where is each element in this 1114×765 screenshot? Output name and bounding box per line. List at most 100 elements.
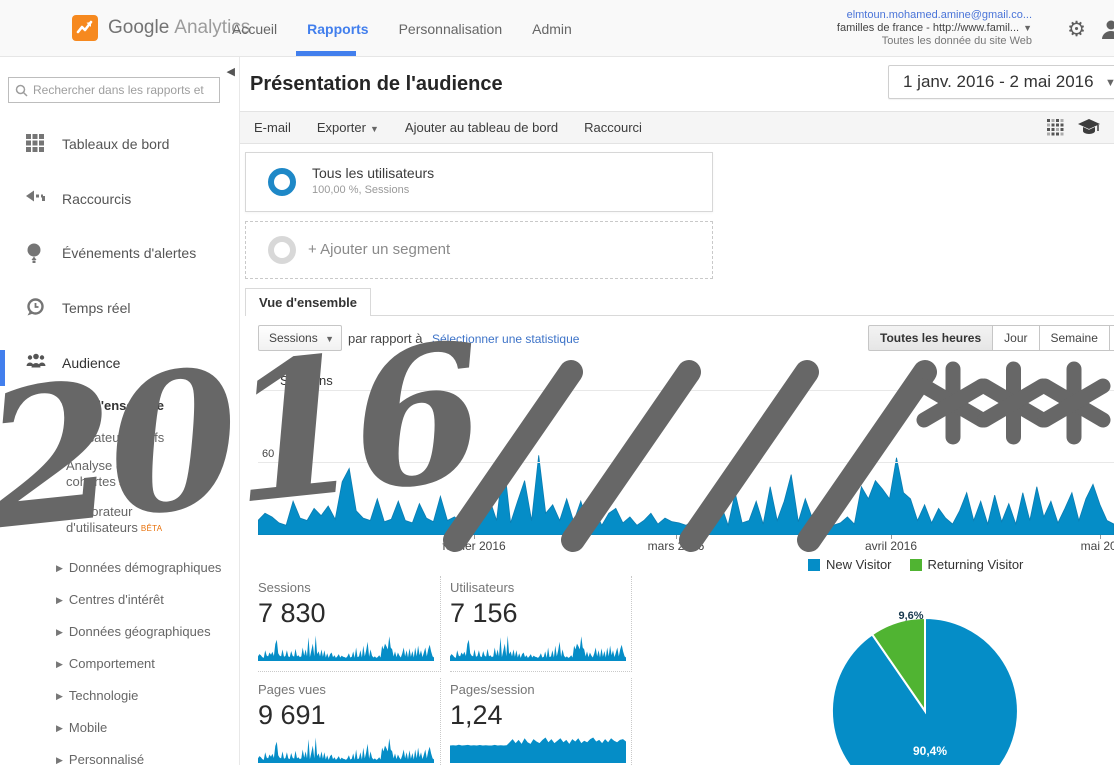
- nav-admin[interactable]: Admin: [532, 20, 572, 37]
- axis-tick: [1100, 535, 1101, 539]
- sidebar-collapse-icon[interactable]: ◀: [226, 66, 235, 78]
- search-icon: [15, 84, 28, 97]
- nav-rapports[interactable]: Rapports: [307, 20, 369, 37]
- nav-accueil[interactable]: Accueil: [232, 20, 278, 37]
- sidebar-item-label: Tableaux de bord: [62, 136, 170, 152]
- metric-value: 9 691: [258, 700, 326, 730]
- segment-all-users[interactable]: Tous les utilisateurs 100,00 %, Sessions: [245, 152, 713, 212]
- metric-label: Utilisateurs: [450, 580, 515, 595]
- sidebar-child-vue-densemble[interactable]: Vue d'ensemble: [66, 398, 164, 413]
- pie-label-returning: 9,6%: [898, 610, 924, 622]
- metric-card-pages-session[interactable]: Pages/session 1,24: [450, 678, 632, 765]
- report-sidebar: ◀ Tableaux de bord Raccourcis Événements…: [0, 57, 240, 765]
- sidebar-child-analyse-cohortes[interactable]: Analyse de cohortes BÊTA: [66, 458, 141, 489]
- tab-vue-densemble[interactable]: Vue d'ensemble: [245, 288, 371, 316]
- sidebar-item-label: Événements d'alertes: [62, 245, 197, 261]
- date-range-selector[interactable]: 1 janv. 2016 - 2 mai 2016 ▼: [888, 65, 1114, 99]
- account-switcher[interactable]: elmtoun.mohamed.amine@gmail.co... famill…: [837, 9, 1032, 48]
- sidebar-child-utilisateurs-actifs[interactable]: Utilisateurs actifs: [66, 430, 165, 445]
- sidebar-item-evenements-alertes[interactable]: Événements d'alertes: [0, 242, 240, 268]
- sparkline-pages-session: [450, 737, 626, 763]
- expand-triangle-icon: ▶: [56, 595, 63, 605]
- expand-triangle-icon: ▶: [56, 563, 63, 573]
- metric-value: 7 156: [450, 598, 518, 628]
- sidebar-exp-personnalise[interactable]: ▶ Personnalisé: [56, 752, 145, 765]
- sidebar-item-label: Raccourcis: [62, 191, 132, 207]
- shortcut-button[interactable]: Raccourci: [584, 120, 642, 135]
- sidebar-item-tableaux-de-bord[interactable]: Tableaux de bord: [0, 133, 240, 159]
- settings-gear-icon[interactable]: ⚙: [1067, 18, 1086, 41]
- expand-triangle-icon: ▶: [56, 691, 63, 701]
- x-axis-label-avril: avril 2016: [864, 539, 918, 553]
- expand-triangle-icon: ▶: [56, 627, 63, 637]
- chevron-down-icon: ▼: [1105, 77, 1114, 89]
- tab-divider: [245, 315, 1114, 316]
- segment-subtitle: 100,00 %, Sessions: [312, 184, 410, 196]
- sidebar-exp-donnees-geographiques[interactable]: ▶ Données géographiques: [56, 624, 211, 639]
- sidebar-exp-technologie[interactable]: ▶ Technologie: [56, 688, 139, 703]
- dashboard-grid-icon: [26, 134, 46, 154]
- add-segment-label: + Ajouter un segment: [308, 241, 451, 258]
- intelligence-cap-icon[interactable]: [1078, 119, 1100, 141]
- metric-select-dropdown[interactable]: Sessions ▼: [258, 325, 342, 351]
- y-axis-label: 60: [262, 448, 275, 460]
- chevron-down-icon: ▼: [369, 124, 379, 134]
- nav-personnalisation[interactable]: Personnalisation: [398, 20, 503, 37]
- add-segment-button[interactable]: + Ajouter un segment: [245, 221, 713, 279]
- export-button[interactable]: Exporter ▼: [316, 120, 379, 135]
- sidebar-exp-donnees-demographiques[interactable]: ▶ Données démographiques: [56, 560, 222, 575]
- sidebar-exp-mobile[interactable]: ▶ Mobile: [56, 720, 108, 735]
- gridline: [258, 462, 1114, 463]
- sidebar-exp-comportement[interactable]: ▶ Comportement: [56, 656, 155, 671]
- date-range-value: 1 janv. 2016 - 2 mai 2016: [903, 72, 1094, 91]
- shortcut-arrow-icon: [26, 189, 46, 209]
- page-title: Présentation de l'audience: [250, 73, 503, 95]
- gridline: [258, 390, 1114, 391]
- select-statistic-link[interactable]: Sélectionner une statistique: [432, 332, 580, 346]
- x-axis-label-mai: mai 201: [1080, 539, 1114, 553]
- metric-card-utilisateurs[interactable]: Utilisateurs 7 156: [450, 576, 632, 672]
- account-email: elmtoun.mohamed.amine@gmail.co...: [846, 9, 1032, 21]
- series-name: Sessions: [280, 373, 333, 388]
- sidebar-item-label: Temps réel: [62, 300, 131, 316]
- metric-value: 7 830: [258, 598, 326, 628]
- audience-people-icon: [26, 353, 46, 373]
- granularity-button-group: Toutes les heures Jour Semaine Mois: [868, 325, 1114, 351]
- pie-svg: [830, 616, 1019, 765]
- sidebar-item-raccourcis[interactable]: Raccourcis: [0, 188, 240, 214]
- user-avatar-icon[interactable]: [1100, 18, 1114, 40]
- active-section-indicator: [0, 350, 5, 386]
- segment-donut-icon: [268, 168, 296, 196]
- brand-google: Google: [108, 17, 170, 38]
- segment-grid-icon[interactable]: [1047, 119, 1064, 141]
- main-nav: Accueil Rapports Personnalisation Admin: [232, 0, 572, 57]
- granularity-toutes-les-heures[interactable]: Toutes les heures: [868, 325, 994, 351]
- x-axis-label-mars: mars 2016: [647, 539, 705, 553]
- expand-triangle-icon: ▶: [56, 755, 63, 765]
- granularity-semaine[interactable]: Semaine: [1039, 325, 1110, 351]
- sidebar-item-temps-reel[interactable]: Temps réel: [0, 297, 240, 323]
- google-analytics-logo[interactable]: Google Analytics: [72, 15, 250, 41]
- metric-cards: Sessions 7 830 Utilisateurs 7 156 Pages …: [258, 576, 641, 765]
- metric-card-sessions[interactable]: Sessions 7 830: [258, 576, 441, 672]
- add-to-dashboard-button[interactable]: Ajouter au tableau de bord: [404, 120, 559, 135]
- metric-label: Pages/session: [450, 682, 535, 697]
- email-button[interactable]: E-mail: [254, 120, 291, 135]
- compare-label: par rapport à: [348, 331, 423, 346]
- search-input[interactable]: [33, 83, 213, 97]
- metric-label: Sessions: [258, 580, 311, 595]
- granularity-mois[interactable]: Mois: [1109, 325, 1114, 351]
- sidebar-child-explorateur-utilisateurs[interactable]: Explorateur d'utilisateurs BÊTA: [66, 504, 163, 535]
- chevron-down-icon: ▼: [325, 334, 334, 344]
- legend-returning-visitor: Returning Visitor: [909, 557, 1023, 572]
- sidebar-exp-centres-interet[interactable]: ▶ Centres d'intérêt: [56, 592, 164, 607]
- visitor-pie-chart[interactable]: 9,6% 90,4%: [830, 592, 1020, 765]
- metric-card-pages-vues[interactable]: Pages vues 9 691: [258, 678, 441, 765]
- sidebar-search[interactable]: [8, 77, 220, 103]
- sidebar-item-audience[interactable]: Audience: [0, 352, 240, 378]
- sessions-timeseries-chart[interactable]: 60: [257, 390, 1114, 539]
- brand-analytics: Analytics: [174, 17, 251, 38]
- realtime-clock-icon: [26, 298, 46, 318]
- granularity-jour[interactable]: Jour: [993, 325, 1040, 351]
